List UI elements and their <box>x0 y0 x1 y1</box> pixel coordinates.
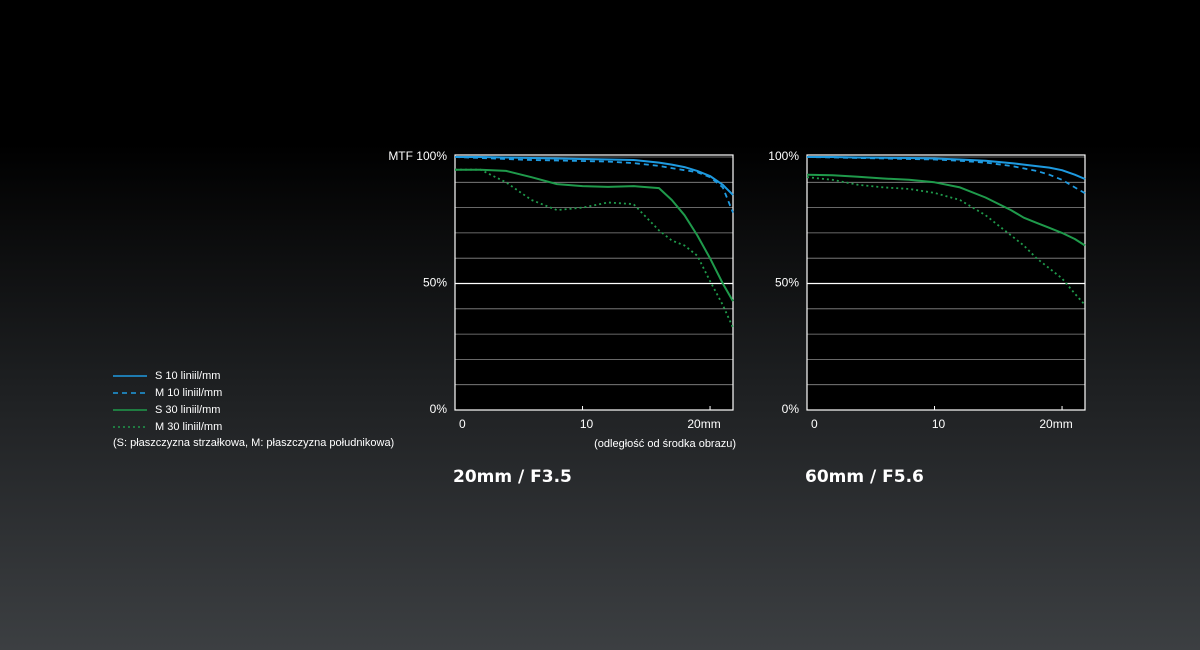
y-tick-label: 50% <box>775 276 799 290</box>
x-tick-label: 10 <box>580 417 594 431</box>
legend-label: S 10 liniil/mm <box>155 370 220 382</box>
x-axis-label: (odległość od środka obrazu) <box>594 438 736 450</box>
x-tick-label: 0 <box>459 417 466 431</box>
x-tick-label: 20mm <box>687 417 720 431</box>
plot-area <box>455 155 733 410</box>
y-tick-label: 0% <box>430 402 448 416</box>
mtf-line <box>455 168 734 329</box>
y-tick-label: 0% <box>782 402 800 416</box>
chart-title: 20mm / F3.5 <box>453 467 572 487</box>
note: (S: płaszczyzna strzałkowa, M: płaszczyz… <box>113 437 394 449</box>
mtf-line <box>455 168 734 302</box>
plot-border <box>454 154 734 411</box>
plot-area <box>807 155 1085 410</box>
legend-label: S 30 liniil/mm <box>155 404 220 416</box>
legend-label: M 10 liniil/mm <box>155 387 222 399</box>
mtf-line <box>455 156 734 196</box>
y-tick-label: 50% <box>423 276 447 290</box>
x-tick-label: 20mm <box>1039 417 1072 431</box>
mtf-line <box>454 156 734 214</box>
plot-border <box>806 154 1086 411</box>
x-tick-label: 10 <box>932 417 946 431</box>
mtf-line <box>807 156 1086 180</box>
x-tick-label: 0 <box>811 417 818 431</box>
chart-title: 60mm / F5.6 <box>805 467 924 487</box>
y-tick-label: 100% <box>768 149 799 163</box>
mtf-line <box>806 173 1086 247</box>
mtf-line <box>806 176 1086 306</box>
legend-label: M 30 liniil/mm <box>155 421 222 433</box>
y-tick-label: MTF 100% <box>388 149 447 163</box>
mtf-line <box>806 156 1086 194</box>
